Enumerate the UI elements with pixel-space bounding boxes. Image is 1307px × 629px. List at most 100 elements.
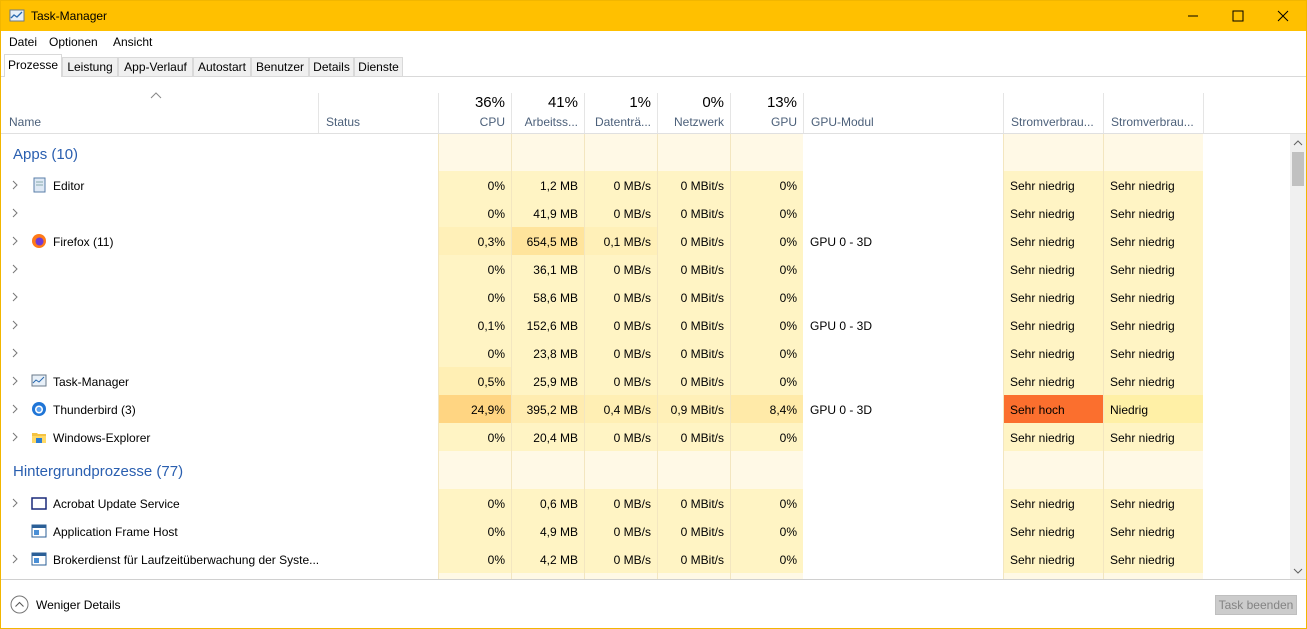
cell-background bbox=[730, 395, 803, 423]
cell: Sehr niedrig bbox=[1010, 263, 1075, 277]
cell-background bbox=[1103, 255, 1203, 283]
column-header[interactable]: Stromverbrau... bbox=[1011, 115, 1094, 129]
cell: Sehr niedrig bbox=[1010, 179, 1075, 193]
cell-background bbox=[511, 255, 584, 283]
cell-background bbox=[657, 283, 730, 311]
cell-background bbox=[511, 283, 584, 311]
cell: 0 MBit/s bbox=[680, 207, 724, 221]
process-name[interactable]: Firefox (11) bbox=[53, 235, 114, 249]
menu-item[interactable]: Ansicht bbox=[113, 35, 153, 49]
cell-background bbox=[584, 423, 657, 451]
cell-background bbox=[438, 311, 511, 339]
expand-arrow[interactable] bbox=[11, 264, 19, 274]
process-name[interactable]: Windows-Explorer bbox=[53, 431, 151, 445]
cell: 0 MB/s bbox=[613, 207, 651, 221]
cell: 0% bbox=[779, 525, 797, 539]
group-header[interactable]: Hintergrundprozesse (77) bbox=[13, 463, 184, 480]
expand-arrow[interactable] bbox=[11, 208, 19, 218]
tab[interactable]: Leistung bbox=[62, 57, 118, 77]
column-usage: 13% bbox=[766, 94, 797, 111]
expand-arrow[interactable] bbox=[11, 554, 19, 564]
cell-background bbox=[511, 545, 584, 573]
sort-indicator bbox=[150, 92, 162, 99]
cell-background bbox=[511, 171, 584, 199]
expand-arrow[interactable] bbox=[11, 432, 19, 442]
cell-background bbox=[657, 255, 730, 283]
fewer-details[interactable]: Weniger Details bbox=[36, 598, 121, 612]
cell-background bbox=[1103, 339, 1203, 367]
cell: 0 MB/s bbox=[613, 497, 651, 511]
cell-background bbox=[1003, 489, 1103, 517]
cell: 0 MBit/s bbox=[680, 347, 724, 361]
expand-arrow[interactable] bbox=[11, 376, 19, 386]
cell: 654,5 MB bbox=[526, 235, 578, 249]
cell-background bbox=[657, 339, 730, 367]
cell: Sehr niedrig bbox=[1110, 291, 1175, 305]
process-name[interactable]: Editor bbox=[53, 179, 85, 193]
cell-background bbox=[511, 395, 584, 423]
process-name[interactable]: Thunderbird (3) bbox=[53, 403, 136, 417]
expand-arrow[interactable] bbox=[11, 498, 19, 508]
tab-selected[interactable]: Prozesse bbox=[4, 54, 62, 77]
cell: 0,1% bbox=[477, 319, 505, 333]
cell-background bbox=[1003, 423, 1103, 451]
cell: 0% bbox=[779, 319, 797, 333]
toggle-icon[interactable] bbox=[10, 595, 29, 614]
expand-arrow[interactable] bbox=[11, 180, 19, 190]
cell: 0 MBit/s bbox=[680, 375, 724, 389]
cell: 0,9 MBit/s bbox=[670, 403, 724, 417]
cell: 0 MBit/s bbox=[680, 263, 724, 277]
column-usage: 41% bbox=[547, 94, 578, 111]
cell-background bbox=[511, 339, 584, 367]
cell: 0,1 MB/s bbox=[603, 235, 651, 249]
tab[interactable]: Dienste bbox=[354, 57, 403, 77]
end-task-button[interactable]: Task beenden bbox=[1215, 595, 1297, 615]
cell-background bbox=[730, 517, 803, 545]
process-name[interactable]: Acrobat Update Service bbox=[53, 497, 180, 511]
expand-arrow[interactable] bbox=[11, 348, 19, 358]
cell: Sehr niedrig bbox=[1010, 525, 1075, 539]
column-header[interactable]: Arbeitss... bbox=[524, 115, 578, 129]
column-header[interactable]: GPU bbox=[770, 115, 797, 129]
cell: 395,2 MB bbox=[526, 403, 578, 417]
cell-background bbox=[584, 545, 657, 573]
column-header[interactable]: Status bbox=[326, 115, 361, 129]
menu-item[interactable]: Optionen bbox=[49, 35, 98, 49]
column-header[interactable]: Name bbox=[9, 115, 42, 129]
expand-arrow[interactable] bbox=[11, 236, 19, 246]
column-header[interactable]: Netzwerk bbox=[673, 115, 724, 129]
cell-background bbox=[584, 339, 657, 367]
cell: Sehr niedrig bbox=[1110, 553, 1175, 567]
cell: 0% bbox=[487, 347, 505, 361]
cell: Sehr niedrig bbox=[1010, 319, 1075, 333]
group-header[interactable]: Apps (10) bbox=[13, 146, 79, 163]
window-controls[interactable] bbox=[1171, 1, 1306, 31]
cell: 58,6 MB bbox=[533, 291, 578, 305]
cell-background bbox=[1103, 423, 1203, 451]
expand-arrow[interactable] bbox=[11, 320, 19, 330]
column-header[interactable]: Stromverbrau... bbox=[1111, 115, 1194, 129]
cell-background bbox=[584, 311, 657, 339]
tab[interactable]: Autostart bbox=[193, 57, 251, 77]
process-name[interactable]: Task-Manager bbox=[53, 375, 130, 389]
cell: Sehr niedrig bbox=[1110, 263, 1175, 277]
process-name[interactable]: Application Frame Host bbox=[53, 525, 178, 539]
cell: 0 MB/s bbox=[613, 525, 651, 539]
process-name[interactable]: Brokerdienst für Laufzeitüberwachung der… bbox=[53, 553, 320, 567]
expand-arrow[interactable] bbox=[11, 404, 19, 414]
expand-arrow[interactable] bbox=[11, 292, 19, 302]
menu-item[interactable]: Datei bbox=[9, 35, 38, 49]
cell-background bbox=[657, 423, 730, 451]
tab[interactable]: Benutzer bbox=[251, 57, 309, 77]
column-header[interactable]: GPU-Modul bbox=[811, 115, 874, 129]
column-header[interactable]: Datenträ... bbox=[594, 115, 651, 129]
scrollbar[interactable] bbox=[1290, 134, 1306, 579]
tab[interactable]: Details bbox=[309, 57, 354, 77]
cell: Sehr niedrig bbox=[1010, 347, 1075, 361]
cell: 0% bbox=[487, 291, 505, 305]
process-table: Name Status 36% CPU 41% Arbeitss... 1% Datenträ… bbox=[1, 85, 1306, 579]
column-header[interactable]: CPU bbox=[479, 115, 505, 129]
cell-background bbox=[657, 545, 730, 573]
column-separator bbox=[1103, 93, 1104, 133]
tab[interactable]: App-Verlauf bbox=[118, 57, 193, 77]
